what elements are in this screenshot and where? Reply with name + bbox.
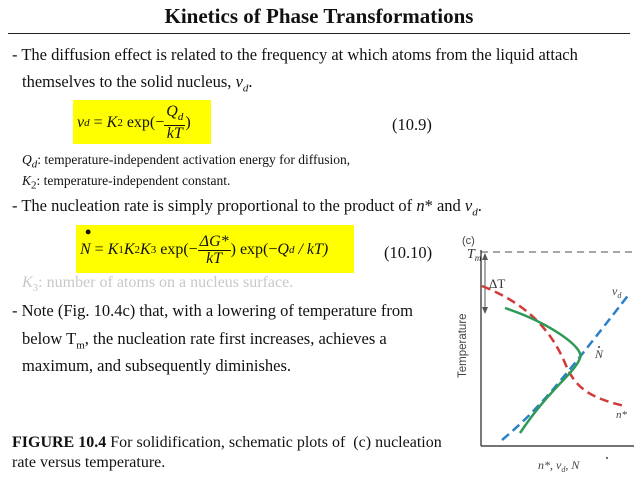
figure-delta-t-arrowhead-bottom [482,307,488,314]
eq1-den: kT [166,125,183,143]
caption-figure-label: FIGURE 10.4 [12,434,107,451]
para3-line2: below Tm, the nucleation rate first incr… [22,329,387,355]
figure-10-4c: (c) Tm ΔT Temperature vd n* N n*, vd, N [457,235,634,474]
def-k2-var: K [22,173,32,188]
eq1-k-sub: 2 [117,117,123,129]
def-k2-sub: 2 [31,179,37,192]
figure-vd-label: vd [612,284,622,300]
eq1-num-var: Q [166,102,178,120]
figure-x-axis-ndot-dot [606,457,608,459]
equation-10-10-box [76,225,354,273]
eq2-exp2: ) exp(− [230,241,278,258]
para1-vd-sub: d [242,82,249,95]
para2-n: n [416,196,425,215]
def-qd-text: : temperature-independent activation ene… [37,152,351,167]
figure-ndot-label: N [594,347,604,361]
para1-line1: - The diffusion effect is related to the… [12,45,578,64]
equation-10-9-number: (10.9) [392,115,432,134]
eq2-k2: K [123,241,135,258]
eq2-q: Q [277,241,289,258]
para3-line2-sub: m [76,339,85,352]
def-k2-text: : temperature-independent constant. [36,173,231,188]
eq1-lhs-var: v [77,114,85,131]
figure-caption-line1: FIGURE 10.4 For solidification, schemati… [12,433,442,453]
eq2-num: ΔG* [197,232,231,251]
eq2-k1-sub: 1 [118,244,124,256]
para2-vd-sub: d [472,206,478,219]
eq1-fraction: Qd kT [164,102,186,143]
def-qd-sub: d [31,158,38,171]
figure-tm-label: Tm [467,247,482,263]
figure-x-axis-label: n*, vd, N [538,458,580,474]
eq2-k1: K [107,241,119,258]
eq1-exp: exp(− [122,114,165,131]
para2-prefix: - The nucleation rate is simply proporti… [12,196,417,215]
eq2-fraction: ΔG* kT [197,232,231,267]
eq2-k3-sub: 3 [150,244,157,256]
eq1-num-sub: d [177,111,184,124]
eq2-exp1: exp(− [156,241,198,258]
equation-10-9-box [73,100,211,144]
figure-caption-line2: rate versus temperature. [12,454,166,471]
faded-k3-var: K [22,274,33,291]
eq2-equals: = [90,241,108,258]
para1-vd-var: v [235,72,243,91]
para2-vd-var: v [464,196,473,215]
eq1-k-var: K [106,114,118,131]
faded-k3-sub: 3 [32,282,39,295]
para2-suffix: . [477,196,482,215]
figure-y-axis-label: Temperature [457,313,469,378]
eq2-den: kT [206,249,223,267]
eq1-equals: = [89,114,107,131]
figure-ndot-curve [504,306,582,434]
figure-nstar-label: n* [616,409,628,421]
eq2-tail: / kT) [294,241,329,258]
para3-line3: maximum, and subsequently diminishes. [22,356,292,375]
def-qd: Qd: temperature-independent activation e… [22,152,350,171]
figure-nstar-curve [481,284,626,408]
eq2-k2-sub: 2 [134,244,141,256]
eq2-dot: • [85,222,92,242]
eq1-lhs-sub: d [84,117,90,129]
para1-line2: themselves to the solid nucleus, vd. [22,72,253,98]
caption-line1-rest: For solidification, schematic plots of (… [106,434,442,451]
eq1-close: ) [185,114,191,131]
para1-line2-suffix: . [248,72,253,91]
para2-star: * [424,196,433,215]
para3-line2-prefix: below T [22,329,77,348]
faded-k3-definition: K3: number of atoms on a nucleus surface… [22,274,293,294]
figure-delta-t-arrowhead-top [482,253,488,260]
title-underline [8,33,630,34]
figure-delta-t-label: ΔT [489,276,505,291]
figure-ndot-dot [598,346,600,348]
para3-line1: - Note (Fig. 10.4c) that, with a lowerin… [12,301,413,320]
para2-and: and [432,196,465,215]
para2: - The nucleation rate is simply proporti… [12,196,482,222]
para1-line2-prefix: themselves to the solid nucleus, [22,72,236,91]
def-qd-var: Q [22,152,32,167]
faded-k3-text: : number of atoms on a nucleus surface. [38,274,294,291]
eq2-q-sub: d [288,244,295,256]
figure-panel-label: (c) [462,235,475,247]
equation-10-10-number: (10.10) [384,243,433,262]
eq2-lhs: N [80,241,91,258]
para3-line2-suffix: , the nucleation rate first increases, a… [84,329,387,348]
eq2-k3: K [140,241,151,258]
slide-title: Kinetics of Phase Transformations [164,4,474,28]
def-k2: K2: temperature-independent constant. [22,173,230,192]
